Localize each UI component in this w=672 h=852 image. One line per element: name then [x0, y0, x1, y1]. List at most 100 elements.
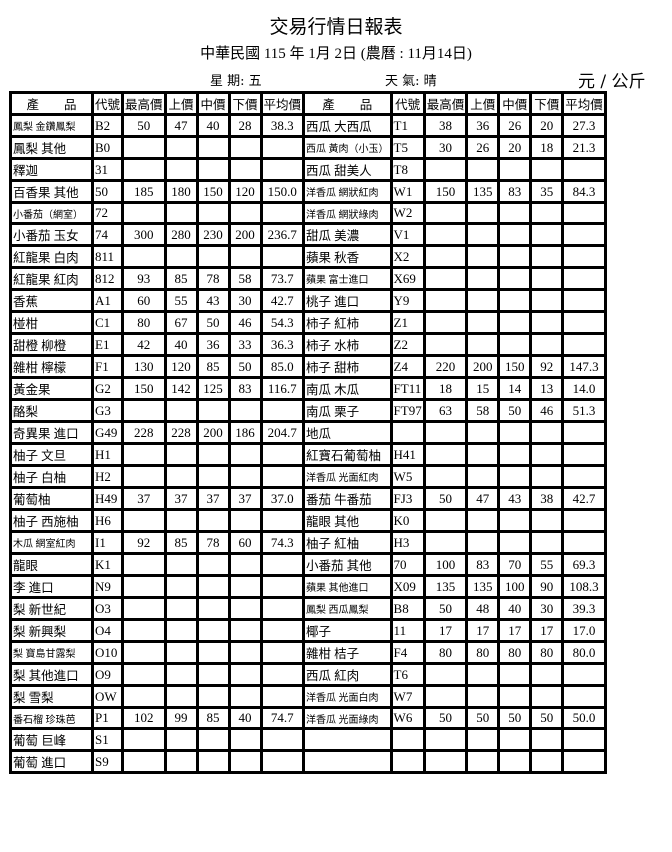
highest-price: [422, 442, 469, 468]
table-row: 葡萄 巨峰 S1: [9, 727, 607, 753]
highest-price: [121, 596, 167, 622]
product-code: H2: [90, 464, 125, 490]
product-name: [302, 727, 393, 753]
average-price: [561, 662, 607, 688]
lower-price: [227, 464, 263, 490]
upper-price: 99: [163, 706, 199, 731]
upper-price: 40: [163, 332, 199, 358]
table-row: 椪柑 C1 80 67 50 46 54.3 柿子 紅柿 Z1: [9, 310, 607, 336]
average-price: 42.7: [561, 486, 607, 512]
average-price: [561, 464, 607, 490]
upper-price: 135: [465, 179, 501, 204]
middle-price: 50: [195, 310, 231, 336]
product-code: [389, 420, 426, 446]
product-code: P1: [90, 706, 125, 731]
product-name: 葡萄柚: [9, 486, 94, 512]
product-name: 梨 雪梨: [9, 684, 94, 710]
highest-price: 80: [121, 310, 167, 336]
middle-price: [497, 200, 533, 226]
upper-price: 120: [163, 354, 199, 380]
upper-price: [465, 200, 501, 226]
lower-price: [529, 266, 565, 292]
product-name: 黃金果: [9, 376, 94, 402]
highest-price: [422, 200, 469, 226]
highest-price: 60: [121, 288, 167, 314]
product-code: H3: [389, 530, 426, 556]
upper-price: [163, 684, 199, 710]
lower-price: 35: [529, 179, 565, 204]
middle-price: 17: [497, 618, 533, 644]
upper-price: [163, 662, 199, 688]
average-price: [259, 398, 306, 424]
lower-price: [529, 442, 565, 468]
middle-price: [195, 640, 231, 666]
highest-price: 38: [422, 113, 469, 138]
middle-price: 200: [195, 420, 231, 446]
weather: 天 氣: 晴: [385, 74, 437, 89]
lower-price: 90: [529, 574, 565, 600]
table-row: 百香果 其他 50 185 180 150 120 150.0 洋香瓜 網狀紅肉 W1 150 13…: [9, 179, 607, 204]
average-price: [259, 442, 306, 468]
highest-price: [422, 727, 469, 753]
table-row: 柚子 文旦 H1 紅寶石葡萄柚 H41: [9, 442, 607, 468]
middle-price: 100: [497, 574, 533, 600]
product-name: 鳳梨 西瓜鳳梨: [302, 596, 393, 622]
product-code: 31: [90, 157, 125, 182]
column-header: 代號: [90, 91, 125, 116]
upper-price: [163, 442, 199, 468]
product-code: I1: [90, 530, 125, 556]
product-name: 鳳梨 其他: [9, 135, 94, 160]
average-price: 69.3: [561, 552, 607, 578]
average-price: [561, 157, 607, 182]
highest-price: [121, 135, 167, 160]
column-header: 最高價: [121, 91, 167, 116]
lower-price: [529, 508, 565, 534]
product-code: W6: [389, 706, 426, 731]
weekday: 星 期: 五: [210, 74, 262, 89]
average-price: 14.0: [561, 376, 607, 402]
product-name: 梨 其他進口: [9, 662, 94, 688]
upper-price: 47: [465, 486, 501, 512]
lower-price: [529, 244, 565, 270]
product-name: 龍眼 其他: [302, 508, 393, 534]
average-price: [561, 288, 607, 314]
lower-price: [227, 662, 263, 688]
middle-price: 14: [497, 376, 533, 402]
table-row: 小番茄 玉女 74 300 280 230 200 236.7 甜瓜 美濃 V1: [9, 222, 607, 248]
upper-price: [163, 200, 199, 226]
product-code: 74: [90, 222, 125, 248]
average-price: [561, 310, 607, 336]
product-name: 小番茄 其他: [302, 552, 393, 578]
middle-price: [195, 200, 231, 226]
lower-price: 30: [227, 288, 263, 314]
average-price: [259, 640, 306, 666]
highest-price: 50: [422, 596, 469, 622]
upper-price: 47: [163, 113, 199, 138]
average-price: [561, 420, 607, 446]
lower-price: [529, 464, 565, 490]
lower-price: 186: [227, 420, 263, 446]
middle-price: 50: [497, 706, 533, 731]
average-price: 116.7: [259, 376, 306, 402]
price-unit: 元 / 公斤: [578, 72, 646, 92]
upper-price: [465, 266, 501, 292]
product-name: 南瓜 木瓜: [302, 376, 393, 402]
average-price: [561, 508, 607, 534]
price-table: 產 品代號 最高價 上價 中價 下價 平均價產 品代號 最高價 上價 中價 下價 平均價 鳳梨 金鑽…: [9, 91, 607, 775]
product-code: 50: [90, 179, 125, 204]
product-name: 龍眼: [9, 552, 94, 578]
average-price: [561, 749, 607, 775]
product-name: 小番茄 玉女: [9, 222, 94, 248]
average-price: 74.7: [259, 706, 306, 731]
upper-price: [163, 157, 199, 182]
product-name: 甜橙 柳橙: [9, 332, 94, 358]
upper-price: 85: [163, 530, 199, 556]
highest-price: 18: [422, 376, 469, 402]
upper-price: [163, 464, 199, 490]
highest-price: 17: [422, 618, 469, 644]
lower-price: [529, 288, 565, 314]
product-code: W2: [389, 200, 426, 226]
average-price: 50.0: [561, 706, 607, 731]
middle-price: [497, 727, 533, 753]
highest-price: 185: [121, 179, 167, 204]
